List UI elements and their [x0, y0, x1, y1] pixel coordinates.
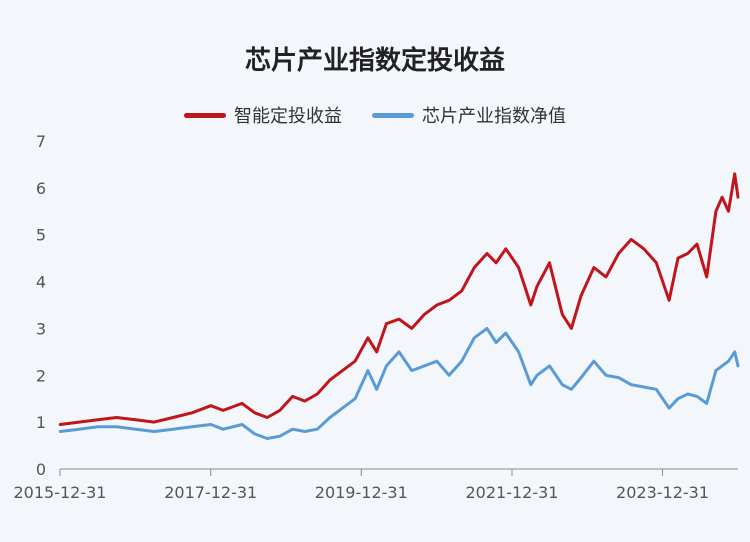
series-line-dca-return	[58, 172, 740, 426]
y-tick-label: 4	[36, 273, 46, 292]
chart-title: 芯片产业指数定投收益	[244, 46, 505, 76]
x-tick-label: 2019-12-31	[315, 483, 408, 502]
x-tick-label: 2017-12-31	[164, 483, 257, 502]
x-tick-label: 2015-12-31	[14, 483, 107, 502]
series-line-index-nav	[58, 326, 740, 440]
y-tick-label: 2	[36, 366, 46, 385]
legend-item-dca-return[interactable]: 智能定投收益	[184, 102, 342, 128]
y-tick-label: 6	[36, 179, 46, 198]
legend-label-index-nav: 芯片产业指数净值	[422, 106, 566, 127]
legend-swatch-index-nav	[372, 112, 414, 118]
x-tick-label: 2023-12-31	[616, 483, 709, 502]
y-tick-label: 5	[36, 226, 46, 245]
legend-item-index-nav[interactable]: 芯片产业指数净值	[372, 102, 566, 128]
y-tick-label: 0	[36, 460, 46, 479]
y-tick-label: 3	[36, 319, 46, 338]
legend-label-dca-return: 智能定投收益	[234, 106, 342, 127]
y-tick-label: 7	[36, 132, 46, 151]
x-tick-label: 2021-12-31	[466, 483, 559, 502]
chart-legend: 智能定投收益 芯片产业指数净值	[0, 102, 750, 128]
y-tick-label: 1	[36, 413, 46, 432]
legend-swatch-dca-return	[184, 112, 226, 118]
